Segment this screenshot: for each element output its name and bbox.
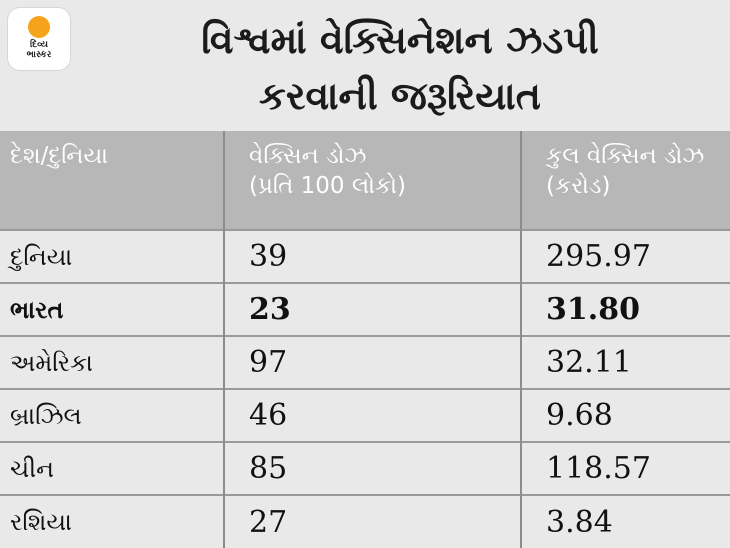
header-doses-label: વેક્સિન ડોઝ — [249, 143, 367, 169]
page-title: વિશ્વમાં વેક્સિનેશન ઝડપી કરવાની જરૂરિયાત — [90, 12, 710, 124]
header-country-label: દેશ/દુનિયા — [10, 143, 109, 169]
total-doses-cell: 3.84 — [521, 494, 730, 548]
header-total-doses: કુલ વેક્સિન ડોઝ (કરોડ) — [521, 131, 730, 230]
header-total-label: કુલ વેક્સિન ડોઝ — [546, 143, 705, 169]
country-cell: દુનિયા — [0, 229, 225, 283]
total-doses-cell: 31.80 — [521, 282, 730, 336]
brand-logo: દિવ્ય ભાસ્કર — [8, 8, 70, 70]
total-doses-cell: 295.97 — [521, 229, 730, 283]
header-doses-sublabel: (પ્રતિ 100 લોકો) — [249, 173, 406, 199]
doses-per-100-cell: 46 — [224, 388, 522, 442]
header-doses-per-100: વેક્સિન ડોઝ (પ્રતિ 100 લોકો) — [224, 131, 522, 230]
table-row: અમેરિકા 97 32.11 — [0, 335, 730, 389]
country-cell: અમેરિકા — [0, 335, 225, 389]
vaccination-table: દેશ/દુનિયા વેક્સિન ડોઝ (પ્રતિ 100 લોકો) … — [0, 131, 730, 548]
header-total-sublabel: (કરોડ) — [546, 173, 611, 199]
header-country: દેશ/દુનિયા — [0, 131, 225, 230]
doses-per-100-cell: 23 — [224, 282, 522, 336]
country-cell: રશિયા — [0, 494, 225, 548]
total-doses-cell: 118.57 — [521, 441, 730, 495]
logo-text-line1: દિવ્ય — [30, 40, 48, 50]
total-doses-cell: 32.11 — [521, 335, 730, 389]
table-row: ભારત 23 31.80 — [0, 282, 730, 336]
table-row: રશિયા 27 3.84 — [0, 494, 730, 548]
logo-text-line2: ભાસ્કર — [26, 50, 52, 60]
country-cell: ચીન — [0, 441, 225, 495]
doses-per-100-cell: 39 — [224, 229, 522, 283]
sun-icon — [28, 16, 50, 38]
doses-per-100-cell: 97 — [224, 335, 522, 389]
country-cell: ભારત — [0, 282, 225, 336]
table-header-row: દેશ/દુનિયા વેક્સિન ડોઝ (પ્રતિ 100 લોકો) … — [0, 131, 730, 230]
title-line1: વિશ્વમાં વેક્સિનેશન ઝડપી — [201, 18, 599, 62]
doses-per-100-cell: 27 — [224, 494, 522, 548]
title-line2: કરવાની જરૂરિયાત — [259, 74, 541, 118]
table-row: દુનિયા 39 295.97 — [0, 229, 730, 283]
doses-per-100-cell: 85 — [224, 441, 522, 495]
country-cell: બ્રાઝિલ — [0, 388, 225, 442]
total-doses-cell: 9.68 — [521, 388, 730, 442]
table-row: બ્રાઝિલ 46 9.68 — [0, 388, 730, 442]
table-row: ચીન 85 118.57 — [0, 441, 730, 495]
